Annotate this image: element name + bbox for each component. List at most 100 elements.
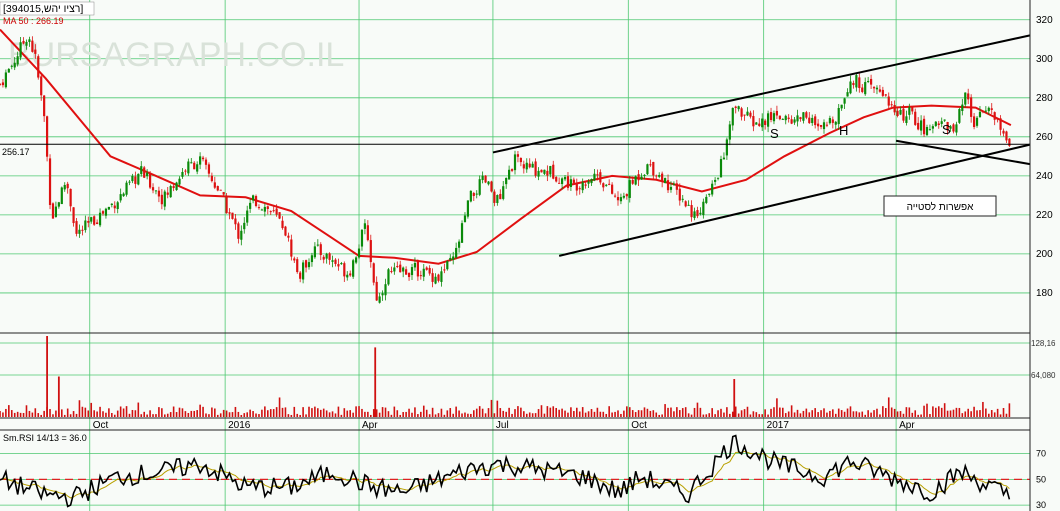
candle-body bbox=[766, 113, 770, 127]
volume-bar bbox=[72, 411, 75, 417]
candle-body bbox=[143, 167, 146, 178]
candle-body bbox=[455, 247, 458, 258]
candle-body bbox=[996, 118, 999, 120]
candle-body bbox=[296, 259, 299, 273]
x-tick-label: Apr bbox=[362, 420, 378, 431]
volume-bar bbox=[717, 410, 719, 417]
candle-body bbox=[984, 110, 987, 112]
candle-body bbox=[719, 159, 723, 178]
volume-bar bbox=[234, 406, 237, 417]
candle-body bbox=[811, 117, 814, 124]
volume-bar bbox=[116, 410, 119, 417]
candle-body bbox=[920, 120, 923, 131]
volume-bar bbox=[499, 408, 502, 417]
volume-bar bbox=[269, 409, 272, 417]
price-tick-label: 200 bbox=[1036, 249, 1053, 260]
candle-body bbox=[16, 56, 19, 65]
volume-bar bbox=[252, 411, 254, 417]
volume-bar bbox=[514, 409, 516, 417]
volume-bar bbox=[475, 408, 478, 417]
candle-body bbox=[867, 80, 870, 82]
volume-bar bbox=[676, 407, 678, 417]
volume-bar bbox=[240, 414, 243, 417]
candle-body bbox=[834, 121, 837, 125]
volume-bar bbox=[646, 408, 649, 417]
candle-body bbox=[28, 39, 31, 42]
candle-body bbox=[43, 95, 46, 117]
volume-bar bbox=[166, 413, 169, 417]
candle-body bbox=[125, 182, 128, 195]
candle-body bbox=[434, 276, 437, 284]
candle-body bbox=[605, 184, 608, 186]
volume-bar bbox=[361, 408, 363, 417]
volume-bar bbox=[249, 409, 251, 417]
candle-body bbox=[708, 193, 711, 195]
candle-body bbox=[175, 182, 178, 191]
volume-bar bbox=[714, 414, 716, 417]
volume-bar bbox=[337, 406, 340, 417]
candle-body bbox=[357, 248, 361, 258]
candle-body bbox=[137, 173, 140, 185]
volume-bar bbox=[63, 414, 66, 417]
volume-bar bbox=[461, 413, 463, 417]
volume-bar bbox=[190, 410, 193, 417]
price-tick-label: 320 bbox=[1036, 15, 1053, 26]
volume-bar bbox=[731, 411, 734, 417]
candle-body bbox=[781, 118, 784, 120]
divergence-button[interactable]: אפשרות לסטייה bbox=[883, 195, 997, 217]
volume-bar bbox=[599, 411, 602, 417]
candle-body bbox=[908, 107, 911, 115]
candlesticks bbox=[0, 36, 1011, 304]
volume-bar bbox=[464, 412, 466, 417]
candle-body bbox=[349, 273, 352, 276]
candle-body bbox=[661, 173, 664, 182]
candle-body bbox=[148, 172, 152, 188]
volume-bar bbox=[523, 411, 525, 417]
volume-bar bbox=[128, 413, 131, 417]
candle-body bbox=[396, 265, 399, 267]
volume-bar bbox=[490, 399, 493, 417]
volume-bar bbox=[537, 409, 540, 417]
candle-body bbox=[284, 226, 287, 236]
volume-bar bbox=[293, 406, 296, 417]
candle-body bbox=[652, 161, 655, 176]
candle-body bbox=[251, 195, 255, 201]
candle-body bbox=[622, 195, 625, 198]
candle-body bbox=[116, 202, 119, 210]
volume-bar bbox=[437, 413, 440, 417]
volume-bar bbox=[331, 411, 334, 417]
candle-body bbox=[343, 263, 346, 277]
candle-body bbox=[893, 104, 896, 113]
volume-bar bbox=[985, 408, 987, 417]
volume-bar bbox=[852, 411, 855, 417]
candle-body bbox=[505, 177, 508, 185]
volume-bar bbox=[917, 414, 919, 417]
candle-body bbox=[822, 122, 826, 130]
candle-body bbox=[990, 108, 993, 110]
volume-bar bbox=[222, 409, 225, 417]
volume-bar bbox=[534, 413, 537, 417]
volume-bar bbox=[823, 408, 825, 417]
candle-body bbox=[981, 111, 985, 113]
volume-bar bbox=[470, 413, 472, 417]
volume-bar bbox=[28, 410, 31, 417]
candle-body bbox=[711, 183, 714, 195]
volume-bar bbox=[255, 413, 257, 417]
volume-bar bbox=[885, 408, 887, 417]
volume-bar bbox=[343, 408, 346, 417]
candle-body bbox=[172, 186, 175, 189]
candle-body bbox=[758, 123, 761, 126]
right-shoulder-label: S bbox=[942, 122, 951, 137]
volume-bar bbox=[943, 403, 946, 417]
volume-bar bbox=[414, 407, 416, 417]
candle-body bbox=[31, 40, 34, 52]
volume-bar bbox=[496, 400, 499, 417]
volume-bar bbox=[643, 407, 646, 417]
volume-bar bbox=[679, 410, 681, 417]
volume-bar bbox=[346, 410, 349, 417]
candle-body bbox=[413, 262, 417, 268]
candle-body bbox=[416, 260, 419, 277]
candle-body bbox=[334, 259, 337, 264]
volume-bar bbox=[43, 410, 45, 417]
